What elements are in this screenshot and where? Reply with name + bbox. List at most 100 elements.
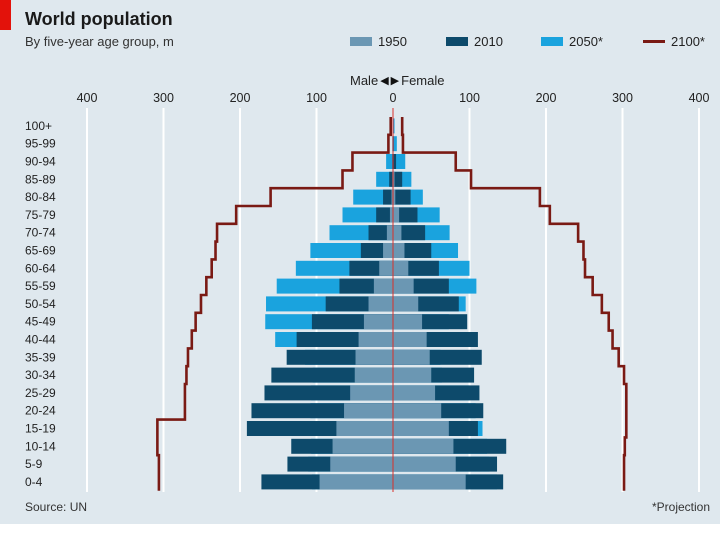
age-group-label: 10-14	[25, 439, 56, 453]
left-triangle-icon: ◀	[380, 75, 389, 87]
bar-1950-male	[358, 332, 393, 347]
bar-2050-male	[376, 171, 393, 187]
bar-1950-male	[363, 314, 393, 330]
x-tick-label: 0	[390, 91, 397, 105]
legend-item-2100: 2100*	[643, 34, 705, 49]
age-group-label: 20-24	[25, 404, 56, 418]
age-group-label: 40-44	[25, 333, 56, 347]
age-group-label: 45-49	[25, 315, 56, 329]
bar-2010-female	[393, 189, 411, 205]
bar-2010-female	[393, 171, 403, 187]
age-group-label: 15-19	[25, 422, 56, 436]
age-group-label: 80-84	[25, 190, 56, 204]
age-group-label: 35-39	[25, 350, 56, 364]
age-group-label: 85-89	[25, 172, 56, 186]
legend-item-2010: 2010	[446, 34, 503, 49]
bar-1950-female	[393, 314, 423, 330]
bar-1950-male	[379, 260, 393, 276]
bar-1950-male	[344, 403, 393, 419]
bar-1950-male	[332, 438, 393, 454]
bar-1950-female	[393, 403, 442, 419]
x-tick-label: 300	[612, 91, 633, 105]
bar-1950-female	[393, 456, 456, 472]
bar-1950-female	[393, 243, 405, 258]
bar-1950-male	[368, 296, 393, 312]
legend-swatch-2100	[643, 40, 665, 43]
bar-1950-female	[393, 385, 436, 401]
bar-1950-female	[393, 225, 402, 241]
bar-1950-female	[393, 296, 419, 312]
line-2100-male	[156, 117, 393, 491]
bar-2050-female	[393, 136, 397, 152]
legend-swatch-2050	[541, 37, 563, 46]
x-tick-label: 300	[153, 91, 174, 105]
age-group-label: 25-29	[25, 386, 56, 400]
bar-1950-female	[393, 367, 432, 383]
bar-1950-female	[393, 438, 454, 454]
source-note: Source: UN	[25, 500, 88, 514]
age-group-label: 55-59	[25, 279, 56, 293]
bar-2010-male	[383, 189, 393, 205]
population-pyramid-chart: 400 300 200 100 0 100 200 300 400 100+ 95-99 90-94 8…	[25, 91, 710, 492]
bar-1950-male	[336, 421, 393, 436]
x-tick-label: 400	[77, 91, 98, 105]
brand-tab	[0, 0, 11, 30]
bar-1950-female	[393, 332, 427, 347]
male-label: Male	[350, 73, 379, 88]
bar-2010-male	[376, 207, 393, 223]
x-tick-label: 200	[536, 91, 557, 105]
age-group-label: 65-69	[25, 244, 56, 258]
bar-1950-female	[393, 260, 409, 276]
bar-1950-male	[330, 456, 393, 472]
bar-1950-male	[373, 278, 393, 294]
bar-1950-female	[393, 171, 395, 187]
bar-1950-female	[393, 207, 400, 223]
age-group-label: 30-34	[25, 368, 56, 382]
x-tick-label: 200	[230, 91, 251, 105]
age-group-label: 50-54	[25, 297, 56, 311]
age-group-label: 60-64	[25, 261, 56, 275]
legend-swatch-1950	[350, 37, 372, 46]
x-tick-label: 100	[306, 91, 327, 105]
bar-2050-male	[386, 154, 393, 169]
chart-subtitle: By five-year age group, m	[25, 34, 174, 49]
legend-label-2010: 2010	[474, 34, 503, 49]
age-group-label: 5-9	[25, 457, 43, 471]
bar-2050-female	[393, 118, 395, 134]
age-group-label: 100+	[25, 119, 52, 133]
age-group-label: 90-94	[25, 155, 56, 169]
bar-1950-male	[355, 349, 393, 365]
x-tick-label: 100	[459, 91, 480, 105]
legend-label-1950: 1950	[378, 34, 407, 49]
bar-1950-male	[383, 243, 393, 258]
right-triangle-icon: ▶	[390, 75, 400, 87]
bar-1950-female	[393, 474, 466, 490]
female-label: Female	[401, 73, 445, 88]
age-group-label: 75-79	[25, 208, 56, 222]
legend-item-2050: 2050*	[541, 34, 603, 49]
bar-2010-female	[393, 154, 397, 169]
projection-footnote: *Projection	[651, 500, 710, 514]
age-group-label: 70-74	[25, 226, 56, 240]
legend-label-2050: 2050*	[569, 34, 603, 49]
bar-1950-female	[393, 278, 414, 294]
chart-title: World population	[25, 9, 173, 29]
bar-1950-male	[350, 385, 393, 401]
bar-1950-female	[393, 189, 396, 205]
bar-1950-female	[393, 349, 430, 365]
age-group-label: 95-99	[25, 137, 56, 151]
bar-1950-male	[389, 207, 393, 223]
bar-2010-male	[389, 171, 393, 187]
bar-1950-female	[393, 421, 449, 436]
legend-label-2100: 2100*	[671, 34, 705, 49]
line-2100-female	[400, 117, 628, 491]
bar-1950-male	[386, 225, 393, 241]
legend-item-1950: 1950	[350, 34, 407, 49]
direction-labels: Male ◀ ▶ Female	[350, 73, 444, 88]
bar-1950-male	[354, 367, 393, 383]
x-tick-label: 400	[689, 91, 710, 105]
legend-swatch-2010	[446, 37, 468, 46]
bar-1950-male	[319, 474, 393, 490]
age-group-label: 0-4	[25, 475, 43, 489]
bar-1950-male	[391, 189, 393, 205]
